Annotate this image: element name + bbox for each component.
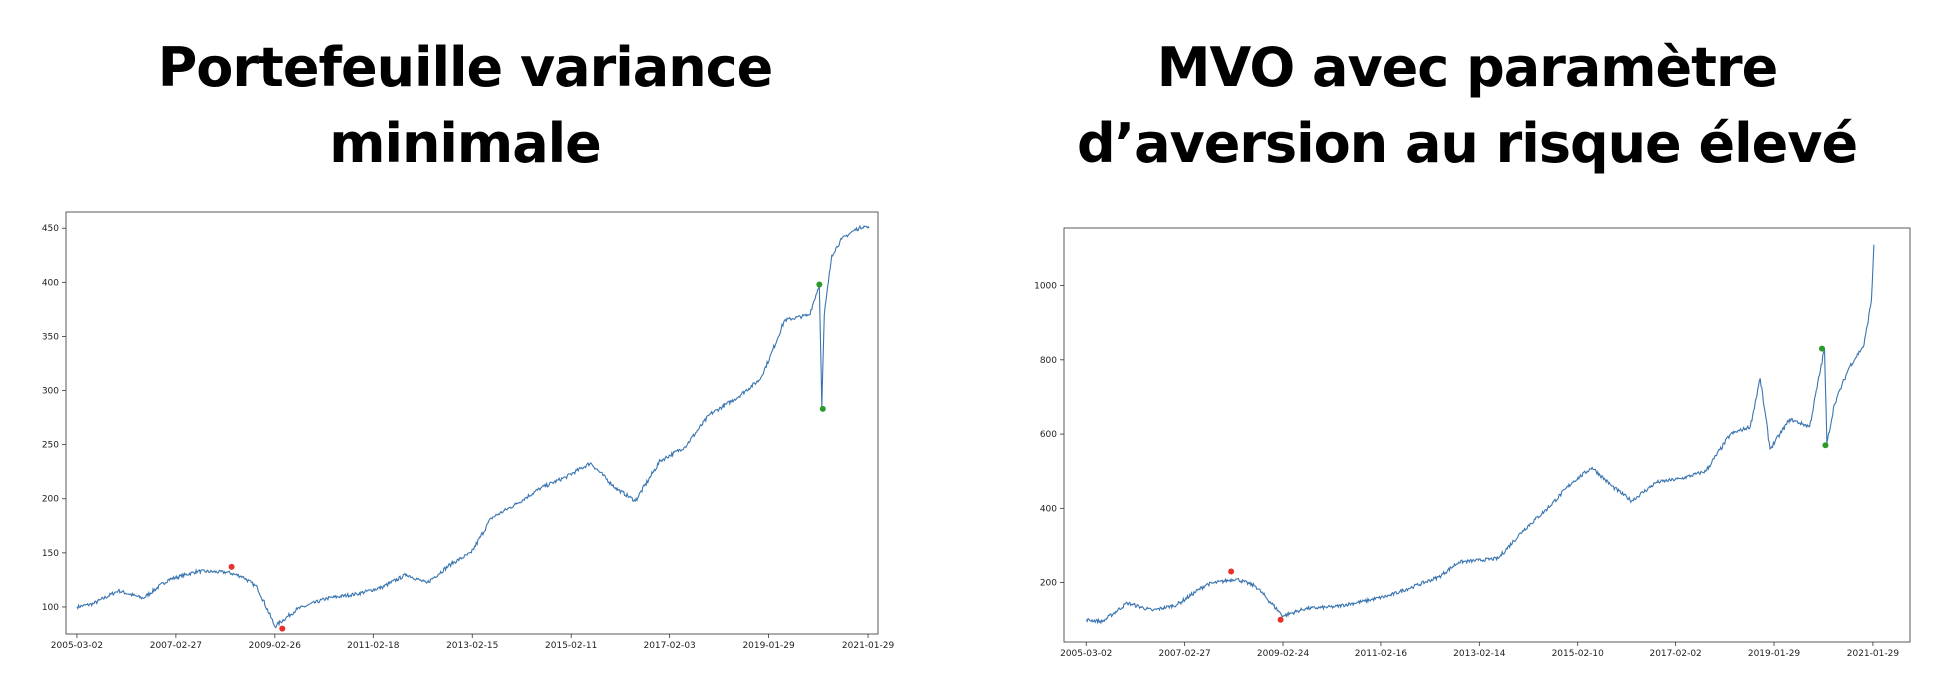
left-panel: Portefeuille variance minimale bbox=[0, 0, 930, 674]
chart-title-left-line1: Portefeuille variance bbox=[157, 36, 774, 99]
chart-title-left: Portefeuille variance minimale bbox=[0, 30, 930, 182]
chart-title-right: MVO avec paramètre d’aversion au risque … bbox=[1000, 30, 1934, 182]
chart-title-right-line1: MVO avec paramètre bbox=[1156, 36, 1778, 99]
chart-title-left-line2: minimale bbox=[329, 112, 602, 175]
right-panel: MVO avec paramètre d’aversion au risque … bbox=[1000, 0, 1934, 674]
chart-title-right-line2: d’aversion au risque élevé bbox=[1076, 112, 1858, 175]
